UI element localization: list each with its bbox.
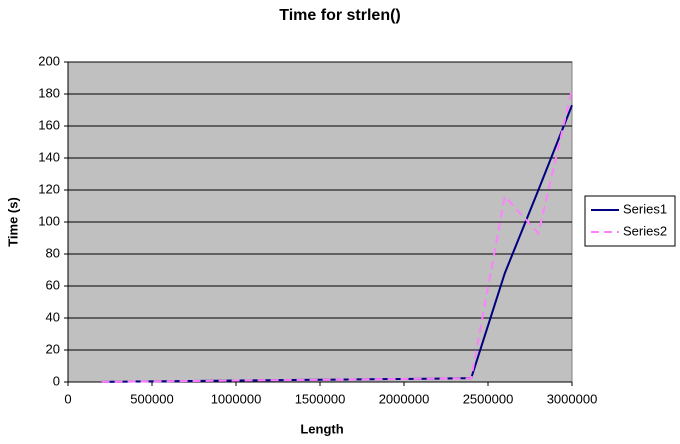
x-tick-label: 1500000	[295, 391, 346, 406]
legend-box	[584, 195, 676, 247]
y-tick-label: 40	[46, 309, 60, 324]
x-tick-label: 0	[64, 391, 71, 406]
y-tick-label: 160	[38, 117, 60, 132]
y-tick-label: 120	[38, 181, 60, 196]
y-tick-label: 200	[38, 53, 60, 68]
x-tick-label: 500000	[130, 391, 173, 406]
series-line	[101, 88, 573, 383]
y-tick-label: 100	[38, 213, 60, 228]
x-axis-label: Length	[300, 421, 343, 436]
y-tick-label: 140	[38, 149, 60, 164]
y-axis-label: Time (s)	[5, 197, 20, 247]
legend-label: Series2	[623, 223, 667, 238]
y-tick-label: 80	[46, 245, 60, 260]
y-tick-label: 20	[46, 341, 60, 356]
x-tick-label: 2000000	[379, 391, 430, 406]
x-tick-label: 1000000	[211, 391, 262, 406]
chart-title: Time for strlen()	[279, 7, 401, 24]
legend-label: Series1	[623, 201, 667, 216]
y-tick-label: 60	[46, 277, 60, 292]
y-tick-label: 0	[53, 373, 60, 388]
y-tick-label: 180	[38, 85, 60, 100]
x-tick-label: 2500000	[463, 391, 514, 406]
x-tick-label: 3000000	[547, 391, 598, 406]
